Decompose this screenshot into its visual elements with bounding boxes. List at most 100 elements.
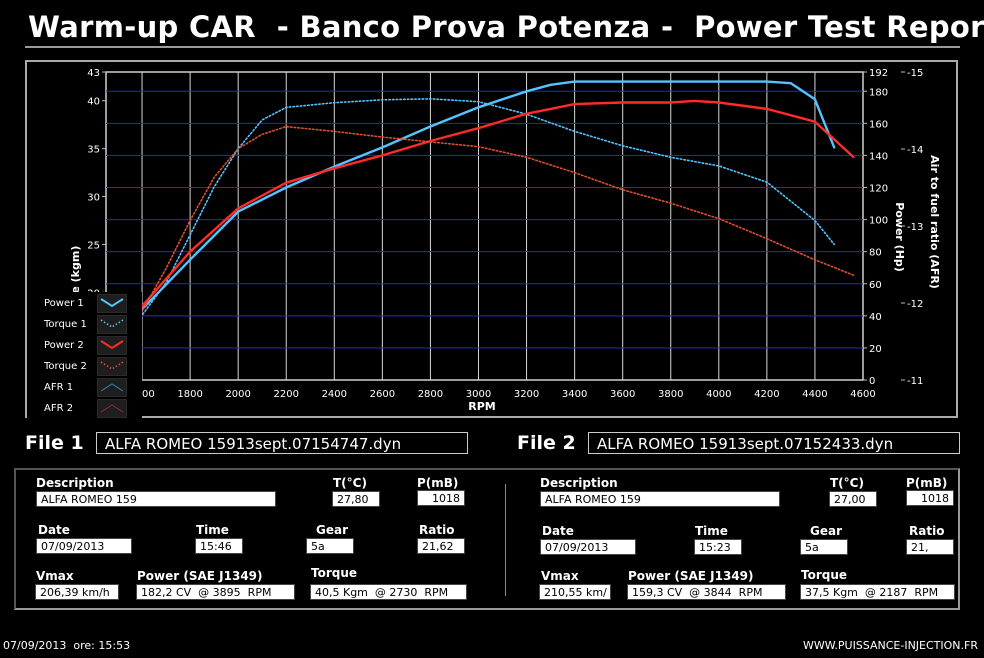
power-axis-label: Power (Hp) <box>893 202 906 272</box>
file2-torque-field[interactable]: 37,5 Kgm @ 2187 RPM <box>800 584 955 600</box>
series-line-torque-2 <box>129 125 855 322</box>
file1-time-label: Time <box>196 523 229 537</box>
dyno-chart: 1600 1800 2000 2200 2400 2600 2800 3000 3200 3400… <box>69 68 941 413</box>
x-tick-label: 1800 <box>177 389 202 400</box>
x-tick-label: 3200 <box>514 389 539 400</box>
file1-torque-field[interactable]: 40,5 Kgm @ 2730 RPM <box>310 584 467 600</box>
title-divider <box>25 46 960 48</box>
file1-description-field[interactable]: ALFA ROMEO 159 <box>36 491 276 507</box>
file1-date-field[interactable]: 07/09/2013 <box>36 538 132 554</box>
file2-date-label: Date <box>542 524 574 538</box>
file1-vmax-label: Vmax <box>36 569 74 583</box>
torque-tick-label: 30 <box>87 193 100 204</box>
power-tick-label: 0 <box>869 376 875 387</box>
file2-date-field[interactable]: 07/09/2013 <box>540 539 636 555</box>
file1-power-field[interactable]: 182,2 CV @ 3895 RPM <box>136 584 295 600</box>
grid-lines <box>106 72 863 380</box>
panel-divider <box>505 484 506 596</box>
afr-tick-label: -11 <box>907 376 923 387</box>
file1-temp-field[interactable]: 27,80 <box>332 491 380 507</box>
legend-label: AFR 1 <box>44 382 74 393</box>
torque-tick-label: 25 <box>87 240 100 251</box>
file2-vmax-field[interactable]: 210,55 km/ <box>539 584 611 600</box>
file2-time-field[interactable]: 15:23 <box>694 539 742 555</box>
legend-item-power-2[interactable]: Power 2 <box>27 336 142 356</box>
x-tick-label: 4000 <box>706 389 731 400</box>
series-group <box>128 80 855 322</box>
legend-label: AFR 2 <box>44 403 74 414</box>
afr-axis-label: Air to fuel ratio (AFR) <box>928 155 941 289</box>
file1-power-label: Power (SAE J1349) <box>137 569 263 583</box>
file1-time-field[interactable]: 15:46 <box>195 538 243 554</box>
file2-description-field[interactable]: ALFA ROMEO 159 <box>540 491 780 507</box>
power-tick-label: 192 <box>869 68 888 79</box>
x-tick-label: 3600 <box>610 389 635 400</box>
file1-pressure-label: P(mB) <box>417 476 459 490</box>
file2-ratio-field[interactable]: 21, <box>906 539 954 555</box>
file2-gear-label: Gear <box>810 524 843 538</box>
file2-temp-field[interactable]: 27,00 <box>829 491 877 507</box>
power-tick-label: 80 <box>869 248 882 259</box>
file1-ratio-field[interactable]: 21,62 <box>417 538 465 554</box>
afr-tick-label: -14 <box>907 145 923 156</box>
file2-torque-label: Torque <box>801 568 848 582</box>
series-line-torque-1 <box>129 97 836 322</box>
legend-label: Torque 2 <box>44 361 87 372</box>
chart-legend: Power 1 Torque 1 Power 2 Torque 2 AFR 1 … <box>27 292 142 418</box>
legend-swatch <box>97 315 127 334</box>
power-tick-label: 40 <box>869 312 882 323</box>
file2-gear-field[interactable]: 5a <box>800 539 848 555</box>
power-tick-label: 120 <box>869 184 888 195</box>
file1-ratio-label: Ratio <box>419 523 455 537</box>
legend-swatch <box>97 357 127 376</box>
x-tick-label: 2200 <box>274 389 299 400</box>
power-tick-labels: 0 20 40 60 80 100 120 140 160 180 192 <box>863 68 888 387</box>
x-tick-label: 4600 <box>850 389 875 400</box>
x-tick-label: 3800 <box>658 389 683 400</box>
file1-description-label: Description <box>36 476 114 490</box>
x-tick-label: 2400 <box>322 389 347 400</box>
legend-swatch <box>97 294 127 313</box>
file1-gear-label: Gear <box>316 523 349 537</box>
series-line-power-2 <box>128 99 855 318</box>
file2-ratio-label: Ratio <box>909 524 945 538</box>
torque-tick-label: 40 <box>87 97 100 108</box>
file2-description-label: Description <box>540 476 618 490</box>
legend-item-afr-2[interactable]: AFR 2 <box>27 399 142 419</box>
power-tick-label: 180 <box>869 87 888 98</box>
afr-tick-label: -15 <box>907 68 923 79</box>
legend-item-power-1[interactable]: Power 1 <box>27 294 142 314</box>
legend-swatch <box>97 336 127 355</box>
file2-power-label: Power (SAE J1349) <box>628 569 754 583</box>
power-tick-label: 140 <box>869 151 888 162</box>
file2-time-label: Time <box>695 524 728 538</box>
legend-item-torque-2[interactable]: Torque 2 <box>27 357 142 377</box>
file2-filename-field[interactable]: ALFA ROMEO 15913sept.07152433.dyn <box>588 432 960 454</box>
x-tick-label: 2800 <box>418 389 443 400</box>
file2-power-field[interactable]: 159,3 CV @ 3844 RPM <box>627 584 786 600</box>
x-tick-label: 2000 <box>225 389 250 400</box>
x-tick-labels: 1600 1800 2000 2200 2400 2600 2800 3000 3200 3400… <box>129 389 875 400</box>
legend-item-afr-1[interactable]: AFR 1 <box>27 378 142 398</box>
x-tick-label: 2600 <box>370 389 395 400</box>
power-tick-label: 20 <box>869 344 882 355</box>
legend-label: Power 1 <box>44 298 84 309</box>
torque-tick-label: 43 <box>87 68 100 79</box>
x-axis-label: RPM <box>468 400 495 413</box>
torque-tick-label: 35 <box>87 145 100 156</box>
legend-item-torque-1[interactable]: Torque 1 <box>27 315 142 335</box>
afr-tick-label: -12 <box>907 299 923 310</box>
file1-vmax-field[interactable]: 206,39 km/h <box>35 584 119 600</box>
details-panel <box>14 468 960 610</box>
x-tick-label: 3400 <box>562 389 587 400</box>
power-tick-label: 160 <box>869 119 888 130</box>
file1-filename-field[interactable]: ALFA ROMEO 15913sept.07154747.dyn <box>96 432 468 454</box>
x-tick-label: 1600 <box>129 389 154 400</box>
file1-pressure-field[interactable]: 1018 <box>417 490 465 506</box>
file2-pressure-field[interactable]: 1018 <box>906 490 954 506</box>
legend-label: Torque 1 <box>44 319 87 330</box>
power-tick-label: 100 <box>869 216 888 227</box>
legend-label: Power 2 <box>44 340 84 351</box>
chart-frame: 1600 1800 2000 2200 2400 2600 2800 3000 3200 3400… <box>25 60 958 418</box>
file1-gear-field[interactable]: 5a <box>306 538 354 554</box>
